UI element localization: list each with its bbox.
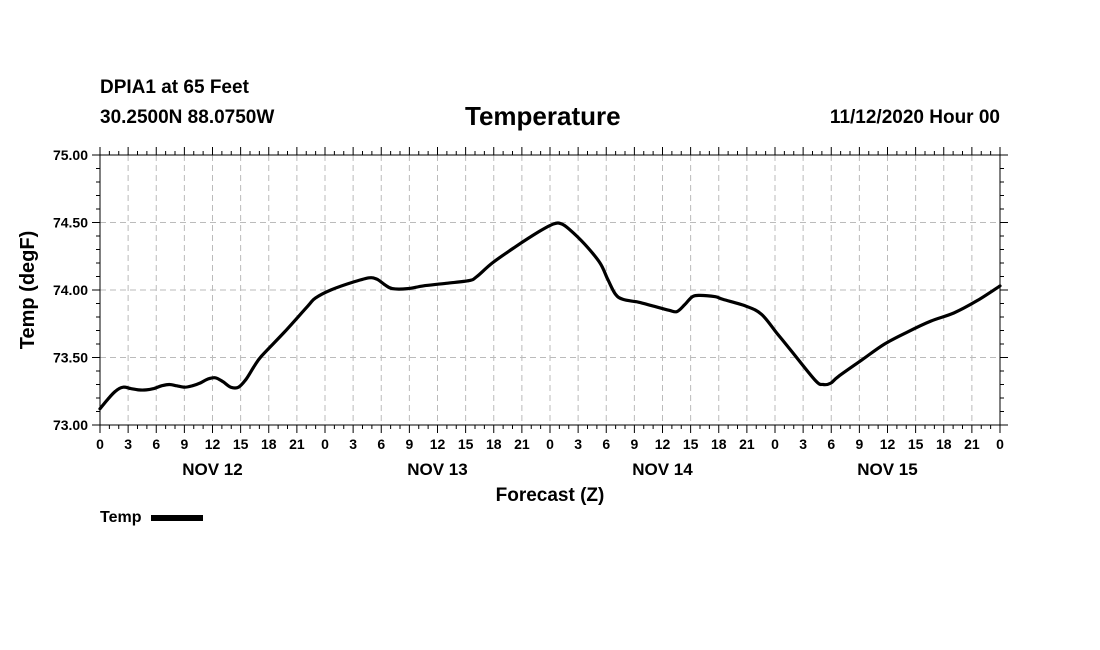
x-tick-label: 12 <box>655 436 671 452</box>
day-label: NOV 13 <box>407 460 467 479</box>
y-tick-label: 73.50 <box>53 350 88 366</box>
chart-title: Temperature <box>465 101 621 131</box>
day-label: NOV 14 <box>632 460 693 479</box>
x-tick-label: 21 <box>289 436 305 452</box>
x-tick-label: 0 <box>771 436 779 452</box>
x-tick-label: 15 <box>458 436 474 452</box>
coordinates-label: 30.2500N 88.0750W <box>100 107 275 128</box>
x-tick-label: 12 <box>205 436 221 452</box>
x-tick-label: 0 <box>321 436 329 452</box>
y-tick-label: 74.00 <box>53 282 88 298</box>
legend: Temp <box>100 509 204 527</box>
legend-label: Temp <box>100 509 142 526</box>
day-label: NOV 12 <box>182 460 242 479</box>
forecast-run-label: 11/12/2020 Hour 00 <box>829 107 1000 128</box>
legend-swatch <box>151 515 204 521</box>
plot-frame <box>99 154 1001 426</box>
x-tick-label: 0 <box>546 436 554 452</box>
y-tick-label: 74.50 <box>53 215 88 231</box>
x-tick-label: 21 <box>964 436 980 452</box>
x-tick-label: 3 <box>574 436 582 452</box>
x-tick-label: 3 <box>349 436 357 452</box>
x-tick-label: 15 <box>683 436 699 452</box>
x-tick-label: 6 <box>152 436 160 452</box>
x-tick-label: 6 <box>377 436 385 452</box>
x-tick-label: 0 <box>96 436 104 452</box>
x-tick-label: 15 <box>233 436 249 452</box>
x-tick-label: 21 <box>739 436 755 452</box>
day-label: NOV 15 <box>857 460 917 479</box>
x-tick-label: 6 <box>602 436 610 452</box>
x-tick-label: 9 <box>405 436 413 452</box>
x-axis-label: Forecast (Z) <box>496 485 605 506</box>
x-tick-label: 6 <box>827 436 835 452</box>
x-tick-label: 15 <box>908 436 924 452</box>
x-tick-label: 18 <box>711 436 727 452</box>
x-tick-label: 9 <box>180 436 188 452</box>
x-tick-label: 3 <box>799 436 807 452</box>
series-line-temp <box>98 221 1002 411</box>
y-tick-label: 73.00 <box>53 417 88 433</box>
x-tick-label: 18 <box>261 436 277 452</box>
x-tick-label: 12 <box>880 436 896 452</box>
x-tick-label: 21 <box>514 436 530 452</box>
x-tick-label: 0 <box>996 436 1004 452</box>
x-tick-label: 12 <box>430 436 446 452</box>
x-tick-label: 18 <box>936 436 952 452</box>
x-tick-label: 9 <box>855 436 863 452</box>
x-tick-label: 3 <box>124 436 132 452</box>
x-tick-label: 18 <box>486 436 502 452</box>
x-tick-label: 9 <box>630 436 638 452</box>
station-label: DPIA1 at 65 Feet <box>100 77 249 98</box>
y-axis-label: Temp (degF) <box>17 231 39 350</box>
y-tick-label: 75.00 <box>53 147 88 163</box>
